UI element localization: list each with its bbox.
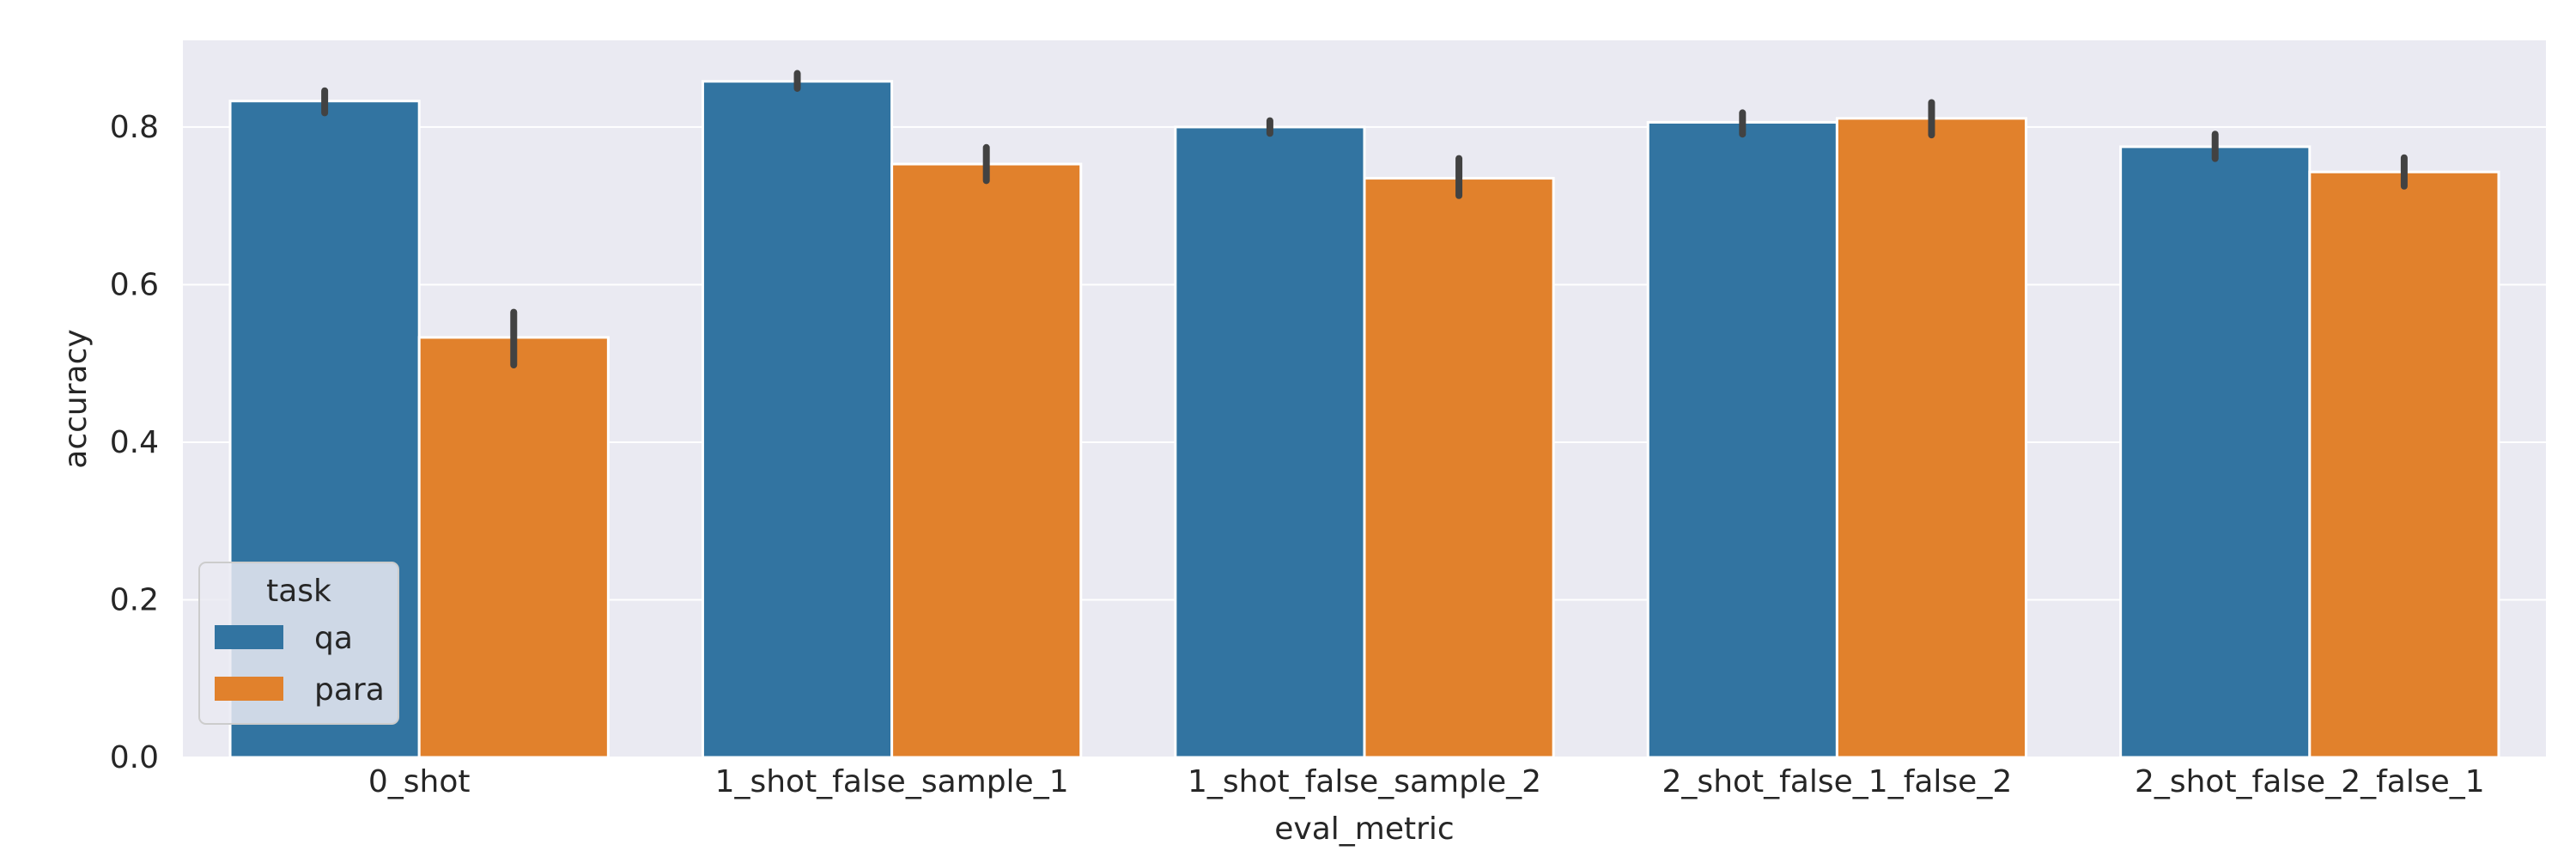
x-tick-label: 1_shot_false_sample_2: [1188, 764, 1541, 799]
y-axis-ticks: 0.0 0.2 0.4 0.6 0.8: [110, 110, 159, 775]
x-tick-label: 2_shot_false_2_false_1: [2135, 764, 2485, 799]
bars: [228, 80, 2500, 759]
bar-qa: [1174, 125, 1366, 759]
bar-para: [417, 336, 610, 759]
bar-qa: [1646, 120, 1838, 759]
bar-qa: [2119, 145, 2312, 759]
x-tick-label: 1_shot_false_sample_1: [715, 764, 1069, 799]
y-tick-label: 0.2: [110, 582, 159, 617]
legend-label-qa: qa: [314, 621, 353, 656]
x-axis-ticks: 0_shot 1_shot_false_sample_1 1_shot_false_…: [368, 764, 2485, 799]
legend-label-para: para: [314, 672, 385, 708]
y-tick-label: 0.0: [110, 740, 159, 775]
y-axis-title: accuracy: [58, 329, 94, 468]
x-tick-label: 2_shot_false_1_false_2: [1662, 764, 2013, 799]
bar-para: [1835, 117, 2028, 759]
x-axis-title: eval_metric: [1274, 811, 1454, 847]
legend: task qa para: [198, 562, 399, 725]
error-bars: [321, 70, 2408, 369]
x-tick-label: 0_shot: [368, 764, 471, 799]
bar-para: [2308, 170, 2500, 759]
legend-swatch-qa: [215, 625, 283, 649]
y-tick-label: 0.6: [110, 267, 159, 302]
y-tick-label: 0.4: [110, 425, 159, 460]
bar-para: [890, 162, 1083, 759]
bar-qa: [701, 80, 894, 759]
bar-para: [1363, 177, 1555, 759]
y-tick-label: 0.8: [110, 110, 159, 145]
legend-swatch-para: [215, 677, 283, 701]
legend-title: task: [266, 574, 331, 609]
